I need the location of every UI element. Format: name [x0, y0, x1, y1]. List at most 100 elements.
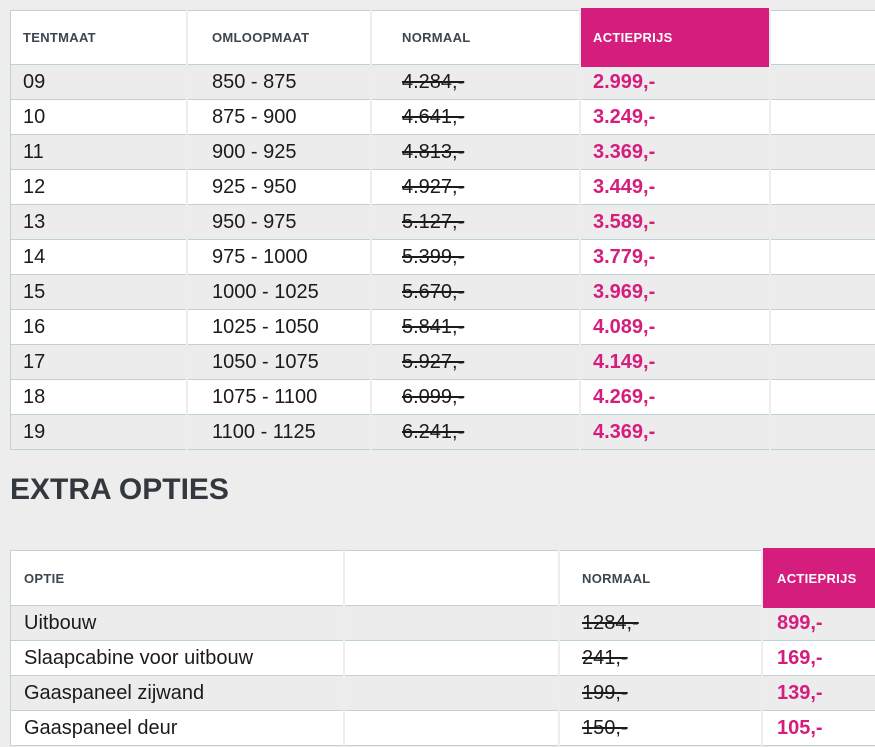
actieprijs-cell: 3.969,-: [581, 275, 769, 310]
normaal-price-cell: 6.241,-: [372, 415, 579, 450]
optie-cell: Gaaspaneel zijwand: [11, 676, 343, 711]
row-filler: [771, 240, 875, 275]
extra-options-table: OPTIE NORMAAL ACTIEPRIJS Uitbouw 1284,- 89…: [10, 548, 875, 746]
table-row: 18 1075 - 1100 6.099,- 4.269,-: [11, 380, 875, 415]
optie-cell: Uitbouw: [11, 606, 343, 641]
omloopmaat-cell: 875 - 900: [188, 100, 370, 135]
table-row: Slaapcabine voor uitbouw 241,- 169,-: [11, 641, 875, 676]
row-spacer: [345, 711, 558, 746]
actieprijs-cell: 3.449,-: [581, 170, 769, 205]
tent-price-table: TENTMAAT OMLOOPMAAT NORMAAL ACTIEPRIJS 0…: [10, 8, 875, 450]
price-table-body: 09 850 - 875 4.284,- 2.999,- 10 875 - 900 4.64…: [11, 65, 875, 450]
row-filler: [771, 345, 875, 380]
normaal-price-cell: 241,-: [560, 641, 761, 676]
column-header-optie: OPTIE: [11, 550, 343, 606]
table-row: 10 875 - 900 4.641,- 3.249,-: [11, 100, 875, 135]
tentmaat-cell: 13: [11, 205, 186, 240]
table-row: Gaaspaneel deur 150,- 105,-: [11, 711, 875, 746]
tentmaat-cell: 17: [11, 345, 186, 380]
actieprijs-cell: 169,-: [763, 641, 875, 676]
tentmaat-cell: 16: [11, 310, 186, 345]
optie-cell: Slaapcabine voor uitbouw: [11, 641, 343, 676]
normaal-price-cell: 4.813,-: [372, 135, 579, 170]
table-row: 14 975 - 1000 5.399,- 3.779,-: [11, 240, 875, 275]
omloopmaat-cell: 900 - 925: [188, 135, 370, 170]
actieprijs-cell: 4.269,-: [581, 380, 769, 415]
tentmaat-cell: 14: [11, 240, 186, 275]
extra-options-table-body: Uitbouw 1284,- 899,- Slaapcabine voor uitbo…: [11, 606, 875, 746]
omloopmaat-cell: 1100 - 1125: [188, 415, 370, 450]
row-filler: [771, 380, 875, 415]
row-filler: [771, 415, 875, 450]
row-spacer: [345, 641, 558, 676]
row-filler: [771, 205, 875, 240]
normaal-price-cell: 4.641,-: [372, 100, 579, 135]
actieprijs-cell: 105,-: [763, 711, 875, 746]
table-row: Gaaspaneel zijwand 199,- 139,-: [11, 676, 875, 711]
table-row: 15 1000 - 1025 5.670,- 3.969,-: [11, 275, 875, 310]
omloopmaat-cell: 1075 - 1100: [188, 380, 370, 415]
header-spacer: [345, 550, 558, 606]
omloopmaat-cell: 925 - 950: [188, 170, 370, 205]
normaal-price-cell: 150,-: [560, 711, 761, 746]
column-header-normaal: NORMAAL: [560, 550, 761, 606]
actieprijs-cell: 3.369,-: [581, 135, 769, 170]
row-filler: [771, 65, 875, 100]
normaal-price-cell: 5.670,-: [372, 275, 579, 310]
omloopmaat-cell: 850 - 875: [188, 65, 370, 100]
normaal-price-cell: 4.927,-: [372, 170, 579, 205]
column-header-normaal: NORMAAL: [372, 10, 579, 65]
actieprijs-cell: 2.999,-: [581, 65, 769, 100]
table-row: 09 850 - 875 4.284,- 2.999,-: [11, 65, 875, 100]
column-header-actieprijs: ACTIEPRIJS: [581, 8, 769, 67]
table-row: Uitbouw 1284,- 899,-: [11, 606, 875, 641]
column-header-actieprijs: ACTIEPRIJS: [763, 548, 875, 608]
price-table-header-row: TENTMAAT OMLOOPMAAT NORMAAL ACTIEPRIJS: [11, 8, 875, 67]
tentmaat-cell: 10: [11, 100, 186, 135]
omloopmaat-cell: 1025 - 1050: [188, 310, 370, 345]
optie-cell: Gaaspaneel deur: [11, 711, 343, 746]
omloopmaat-cell: 950 - 975: [188, 205, 370, 240]
omloopmaat-cell: 1000 - 1025: [188, 275, 370, 310]
column-header-omloopmaat: OMLOOPMAAT: [188, 10, 370, 65]
tentmaat-cell: 15: [11, 275, 186, 310]
table-row: 11 900 - 925 4.813,- 3.369,-: [11, 135, 875, 170]
tentmaat-cell: 09: [11, 65, 186, 100]
normaal-price-cell: 1284,-: [560, 606, 761, 641]
actieprijs-cell: 139,-: [763, 676, 875, 711]
normaal-price-cell: 6.099,-: [372, 380, 579, 415]
actieprijs-cell: 4.149,-: [581, 345, 769, 380]
normaal-price-cell: 5.399,-: [372, 240, 579, 275]
options-table-header-row: OPTIE NORMAAL ACTIEPRIJS: [11, 548, 875, 608]
actieprijs-cell: 3.589,-: [581, 205, 769, 240]
normaal-price-cell: 5.841,-: [372, 310, 579, 345]
actieprijs-cell: 3.779,-: [581, 240, 769, 275]
section-heading-extra-opties: EXTRA OPTIES: [10, 473, 229, 506]
row-filler: [771, 135, 875, 170]
table-row: 16 1025 - 1050 5.841,- 4.089,-: [11, 310, 875, 345]
normaal-price-cell: 5.927,-: [372, 345, 579, 380]
actieprijs-cell: 4.369,-: [581, 415, 769, 450]
table-row: 12 925 - 950 4.927,- 3.449,-: [11, 170, 875, 205]
normaal-price-cell: 5.127,-: [372, 205, 579, 240]
row-filler: [771, 310, 875, 345]
normaal-price-cell: 199,-: [560, 676, 761, 711]
table-row: 17 1050 - 1075 5.927,- 4.149,-: [11, 345, 875, 380]
omloopmaat-cell: 975 - 1000: [188, 240, 370, 275]
table-row: 13 950 - 975 5.127,- 3.589,-: [11, 205, 875, 240]
normaal-price-cell: 4.284,-: [372, 65, 579, 100]
tentmaat-cell: 11: [11, 135, 186, 170]
tentmaat-cell: 12: [11, 170, 186, 205]
row-spacer: [345, 606, 558, 641]
column-header-tentmaat: TENTMAAT: [11, 10, 186, 65]
omloopmaat-cell: 1050 - 1075: [188, 345, 370, 380]
row-filler: [771, 100, 875, 135]
tentmaat-cell: 19: [11, 415, 186, 450]
row-spacer: [345, 676, 558, 711]
tentmaat-cell: 18: [11, 380, 186, 415]
actieprijs-cell: 3.249,-: [581, 100, 769, 135]
table-row: 19 1100 - 1125 6.241,- 4.369,-: [11, 415, 875, 450]
header-filler: [771, 10, 875, 65]
row-filler: [771, 170, 875, 205]
actieprijs-cell: 4.089,-: [581, 310, 769, 345]
